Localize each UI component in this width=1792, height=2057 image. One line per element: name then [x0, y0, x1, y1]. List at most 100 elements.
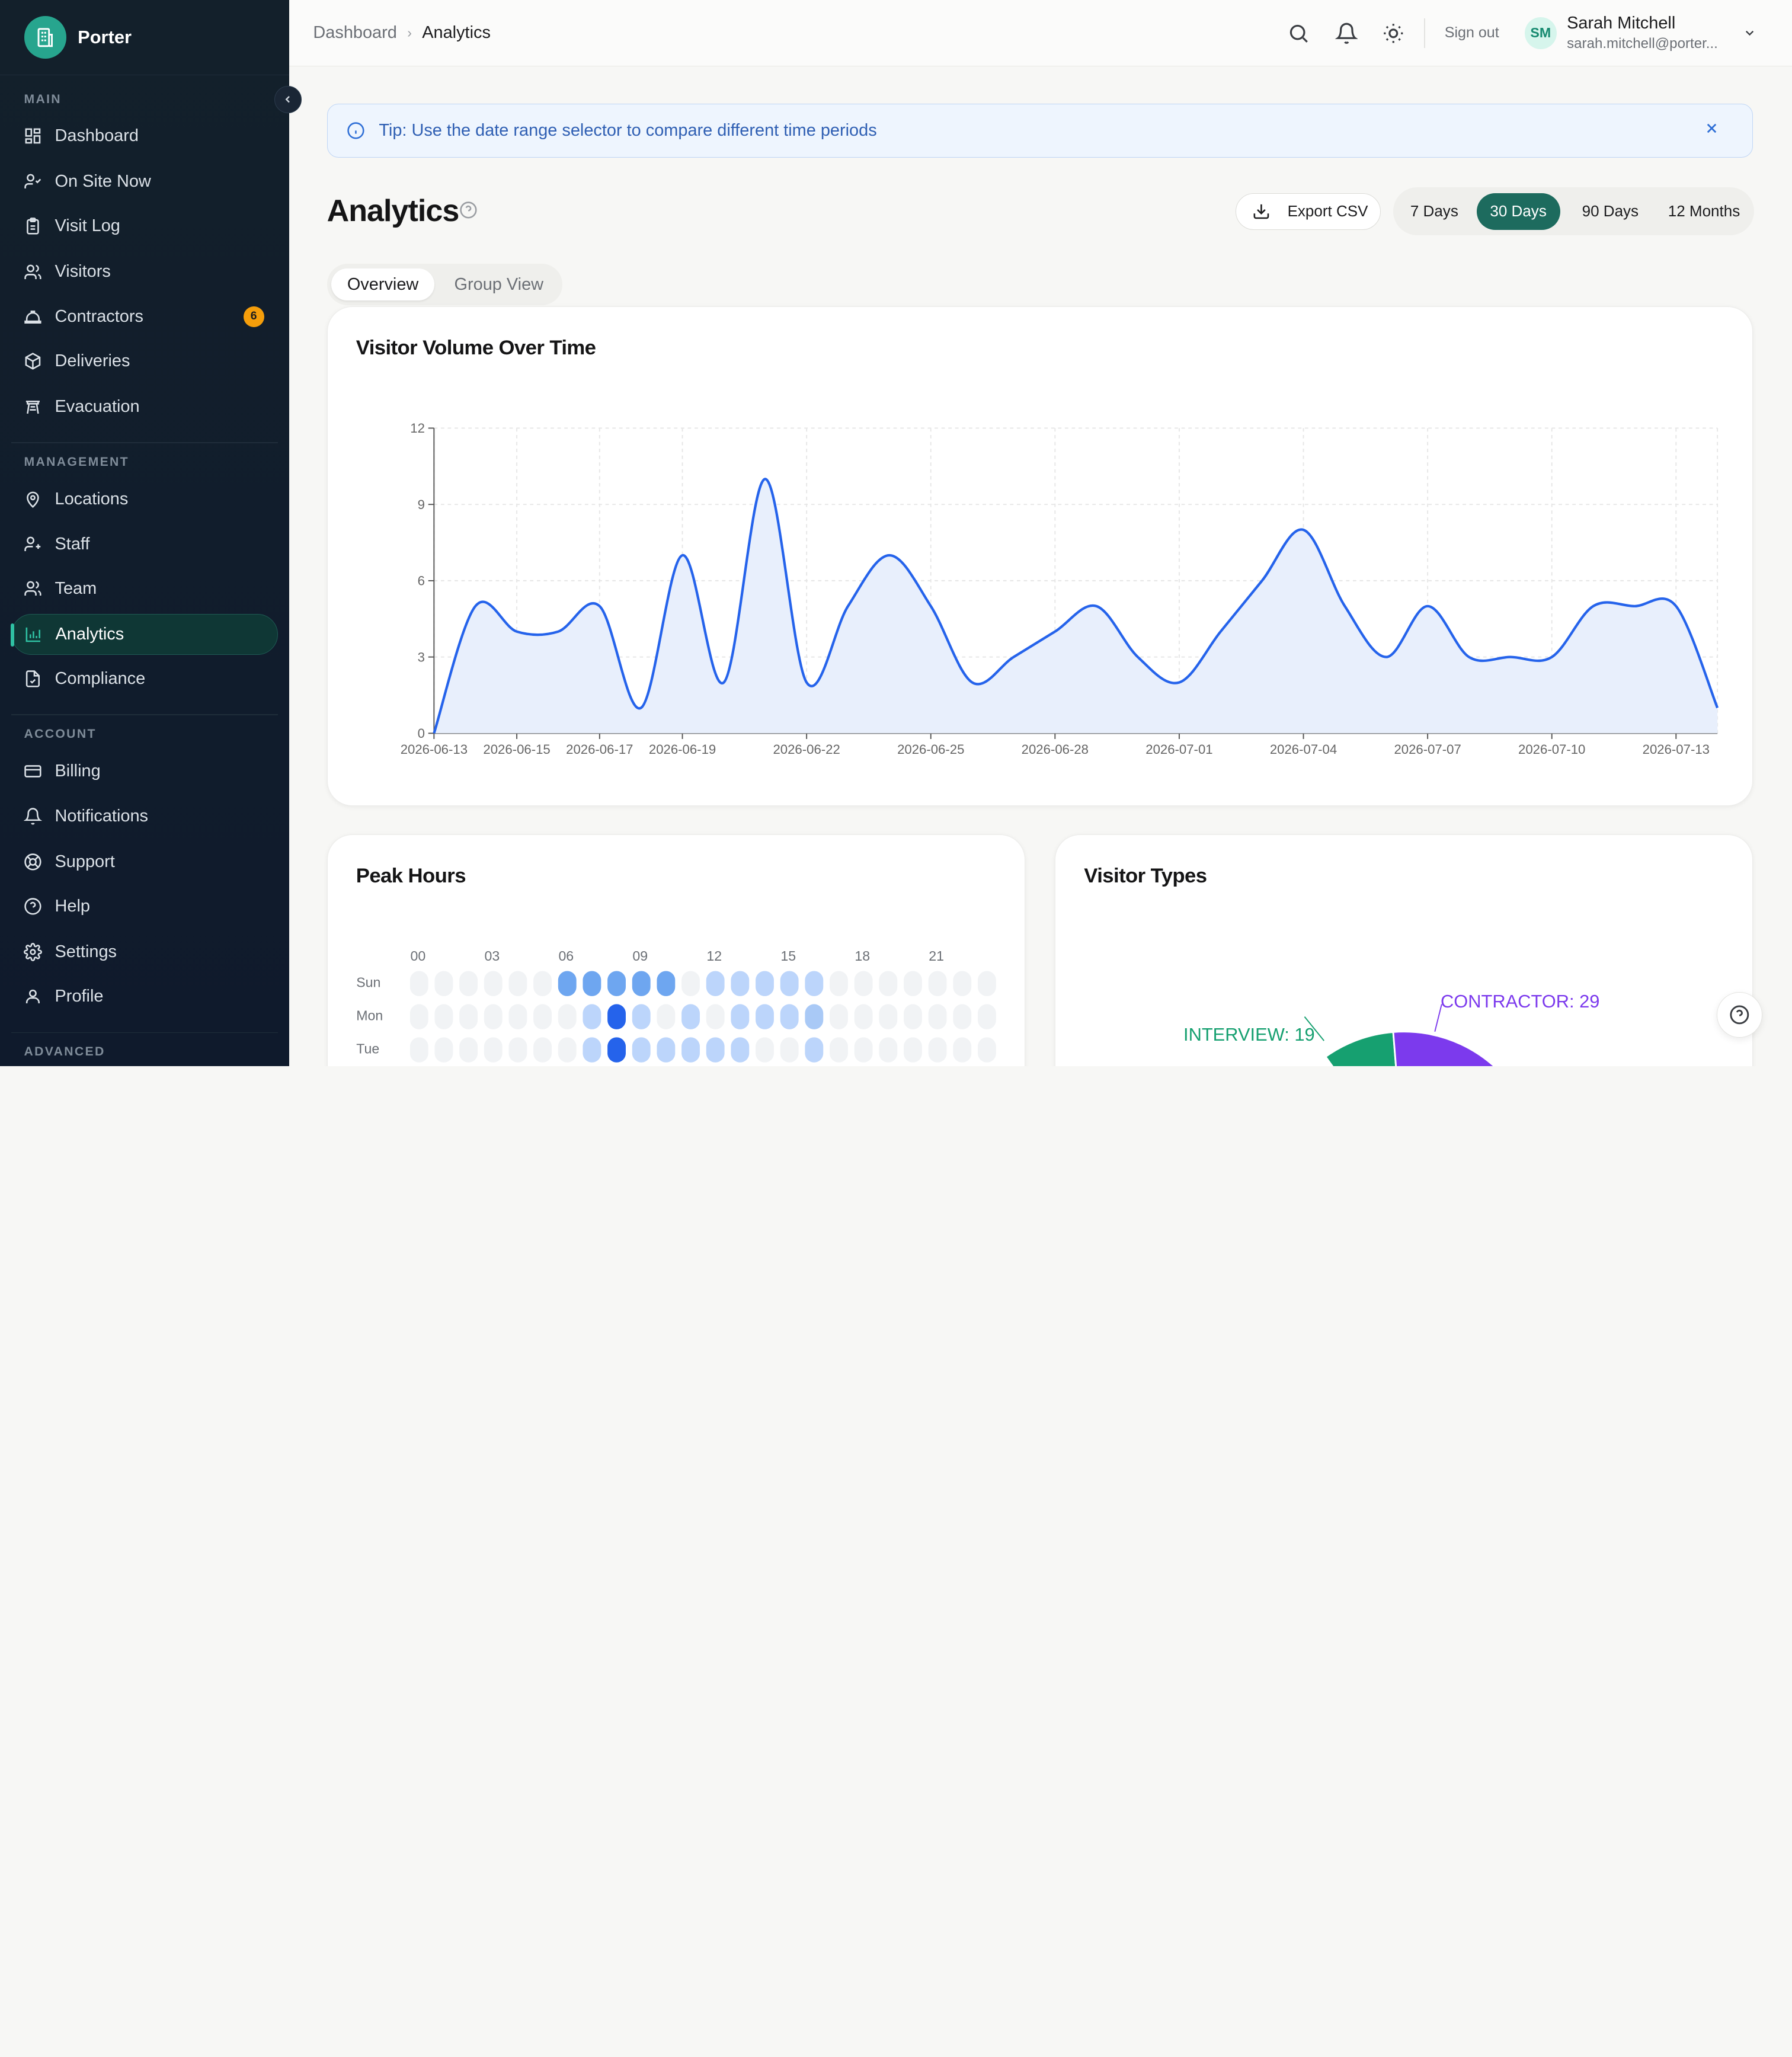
sidebar-item-visitors[interactable]: Visitors — [11, 251, 277, 292]
bar-chart-icon — [26, 627, 41, 642]
x-tick-label: 2026-07-13 — [1642, 742, 1709, 757]
heat-cell — [459, 1004, 478, 1029]
collapse-sidebar-button[interactable] — [274, 85, 302, 113]
sign-out-link[interactable]: Sign out — [1444, 24, 1499, 41]
heat-cell — [558, 1037, 577, 1063]
heat-cell — [804, 1004, 823, 1029]
heat-cell — [558, 971, 577, 996]
bell-icon[interactable] — [1335, 22, 1358, 45]
heat-cell — [656, 971, 675, 996]
brand[interactable]: Porter — [0, 0, 289, 76]
users-icon — [24, 264, 42, 279]
heat-cell — [928, 971, 947, 996]
heat-cell — [878, 1004, 897, 1029]
y-tick-label: 0 — [417, 726, 424, 741]
heat-cell — [903, 1037, 922, 1063]
user-check-icon — [24, 174, 41, 189]
range-7-days[interactable]: 7 Days — [1410, 202, 1458, 220]
sidebar-item-settings[interactable]: Settings — [11, 932, 277, 972]
contractors-badge: 6 — [243, 306, 264, 327]
tip-banner: Tip: Use the date range selector to comp… — [327, 104, 1753, 158]
y-tick-label: 12 — [410, 421, 425, 436]
heat-cell — [928, 1037, 947, 1063]
sidebar-item-contractors[interactable]: Contractors 6 — [11, 296, 277, 337]
brand-name: Porter — [78, 27, 132, 48]
heat-cell — [829, 1037, 848, 1063]
help-fab-button[interactable] — [1716, 992, 1762, 1038]
help-circle-icon — [1730, 1005, 1749, 1025]
sidebar-item-billing[interactable]: Billing — [11, 751, 277, 792]
export-csv-button[interactable]: Export CSV — [1235, 193, 1381, 230]
pie-label: CONTRACTOR: 29 — [1441, 991, 1600, 1012]
tab-group-view[interactable]: Group View — [454, 274, 544, 294]
heat-cell — [706, 1004, 725, 1029]
sidebar: Porter MAIN Dashboard On Site Now Visit … — [0, 0, 289, 1067]
user-plus-icon — [24, 536, 41, 551]
range-12-months[interactable]: 12 Months — [1668, 202, 1740, 220]
close-icon[interactable] — [1704, 120, 1720, 136]
page-title: Analytics — [327, 193, 460, 228]
sidebar-item-on-site-now[interactable]: On Site Now — [11, 161, 277, 202]
sidebar-item-deliveries[interactable]: Deliveries — [11, 341, 277, 382]
help-circle-icon[interactable] — [459, 201, 478, 219]
card-title: Visitor Volume Over Time — [356, 336, 596, 359]
heat-cell — [730, 971, 749, 996]
sidebar-item-notifications[interactable]: Notifications — [11, 795, 277, 836]
heat-cell — [903, 1004, 922, 1029]
search-icon[interactable] — [1287, 22, 1310, 45]
avatar[interactable]: SM — [1524, 17, 1557, 49]
sun-icon[interactable] — [1382, 22, 1405, 45]
sidebar-item-compliance[interactable]: Compliance — [11, 658, 277, 699]
sidebar-item-label: Evacuation — [55, 397, 140, 417]
heat-cell — [484, 1004, 503, 1029]
sidebar-item-label: Notifications — [55, 806, 148, 826]
heat-cell — [755, 1037, 774, 1063]
sidebar-item-evacuation[interactable]: Evacuation — [11, 386, 277, 427]
pie-slice — [1324, 1031, 1397, 1067]
heat-cell — [829, 971, 848, 996]
tab-overview[interactable]: Overview — [331, 268, 434, 301]
heat-cell — [583, 971, 601, 996]
heat-cell — [706, 1037, 725, 1063]
sidebar-item-label: Compliance — [55, 669, 146, 689]
range-30-days[interactable]: 30 Days — [1476, 193, 1560, 230]
sidebar-item-visit-log[interactable]: Visit Log — [11, 206, 277, 247]
series-area — [433, 479, 1717, 734]
hard-hat-icon — [24, 310, 42, 324]
day-label: Mon — [356, 1007, 383, 1023]
sidebar-item-locations[interactable]: Locations — [11, 479, 277, 520]
card-title: Peak Hours — [356, 865, 466, 887]
heat-cell — [434, 1037, 453, 1063]
sidebar-item-profile[interactable]: Profile — [11, 976, 277, 1017]
heat-cell — [583, 1004, 601, 1029]
topbar-divider — [1424, 18, 1425, 48]
hour-label: 03 — [484, 948, 500, 964]
sidebar-item-dashboard[interactable]: Dashboard — [11, 116, 277, 156]
heat-cell — [409, 1037, 428, 1063]
sidebar-item-label: Visitors — [55, 262, 111, 281]
heat-cell — [780, 1004, 799, 1029]
sidebar-item-staff[interactable]: Staff — [11, 523, 277, 564]
sidebar-item-help[interactable]: Help — [11, 886, 277, 927]
day-label: Tue — [356, 1041, 379, 1056]
sidebar-item-label: Team — [55, 578, 97, 598]
range-90-days[interactable]: 90 Days — [1582, 202, 1639, 220]
pie-leader-line — [1304, 1016, 1325, 1041]
pie-label: INTERVIEW: 19 — [1183, 1024, 1315, 1045]
sidebar-divider — [11, 714, 278, 716]
building-icon — [24, 16, 66, 59]
chevron-down-icon[interactable] — [1743, 26, 1756, 40]
heat-cell — [681, 1004, 700, 1029]
heat-cell — [409, 971, 428, 996]
section-management: MANAGEMENT — [24, 455, 129, 469]
peak-hours-card: Peak Hours 00 03 06 09 12 15 18 21 Sun Mon Tue — [327, 834, 1025, 1067]
sidebar-item-analytics[interactable]: Analytics — [11, 613, 278, 655]
heat-cell — [508, 1037, 527, 1063]
heat-cell — [977, 971, 996, 996]
sidebar-item-team[interactable]: Team — [11, 568, 277, 609]
sidebar-item-support[interactable]: Support — [11, 841, 277, 882]
visitor-types-pie: INTERVIEW: 19 CONTRACTOR: 29 — [1183, 991, 1600, 1067]
dashboard-icon — [25, 128, 41, 144]
heat-cell — [878, 971, 897, 996]
breadcrumb-dashboard[interactable]: Dashboard — [313, 23, 397, 42]
